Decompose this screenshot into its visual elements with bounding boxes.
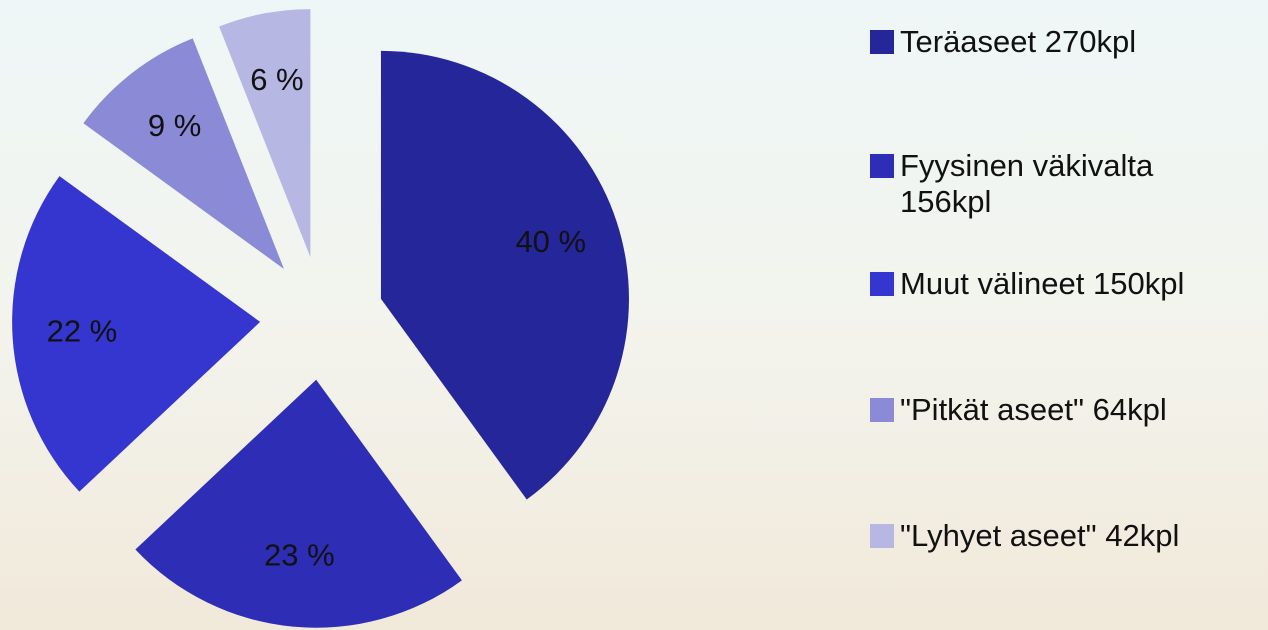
legend-label: Fyysinen väkivalta 156kpl <box>900 148 1154 219</box>
slice-label: 40 % <box>515 224 586 259</box>
pie-slice <box>219 9 311 258</box>
legend-item: Teräaseet 270kpl <box>870 24 1260 60</box>
legend-item: "Lyhyet aseet" 42kpl <box>870 518 1260 554</box>
legend-item: Muut välineet 150kpl <box>870 266 1260 302</box>
legend-swatch <box>870 272 894 296</box>
legend-swatch <box>870 154 894 178</box>
legend-label: Muut välineet 150kpl <box>900 266 1185 301</box>
pie-slice <box>380 50 629 500</box>
legend-label: "Lyhyet aseet" 42kpl <box>900 518 1180 553</box>
pie-slice <box>12 176 261 492</box>
legend-label: "Pitkät aseet" 64kpl <box>900 392 1167 427</box>
legend-item: "Pitkät aseet" 64kpl <box>870 392 1260 428</box>
legend-swatch <box>870 398 894 422</box>
legend-item: Fyysinen väkivalta 156kpl <box>870 148 1260 220</box>
legend-swatch <box>870 524 894 548</box>
legend-label: Teräaseet 270kpl <box>900 24 1137 59</box>
slice-label: 22 % <box>47 313 118 348</box>
pie-slice <box>83 38 284 270</box>
slice-label: 23 % <box>264 538 335 573</box>
pie-slice <box>135 379 462 628</box>
legend-swatch <box>870 30 894 54</box>
chart: 40 % 23 % 22 % 9 % 6 % <box>12 9 629 628</box>
slice-label: 6 % <box>250 62 303 97</box>
slice-label: 9 % <box>148 108 201 143</box>
